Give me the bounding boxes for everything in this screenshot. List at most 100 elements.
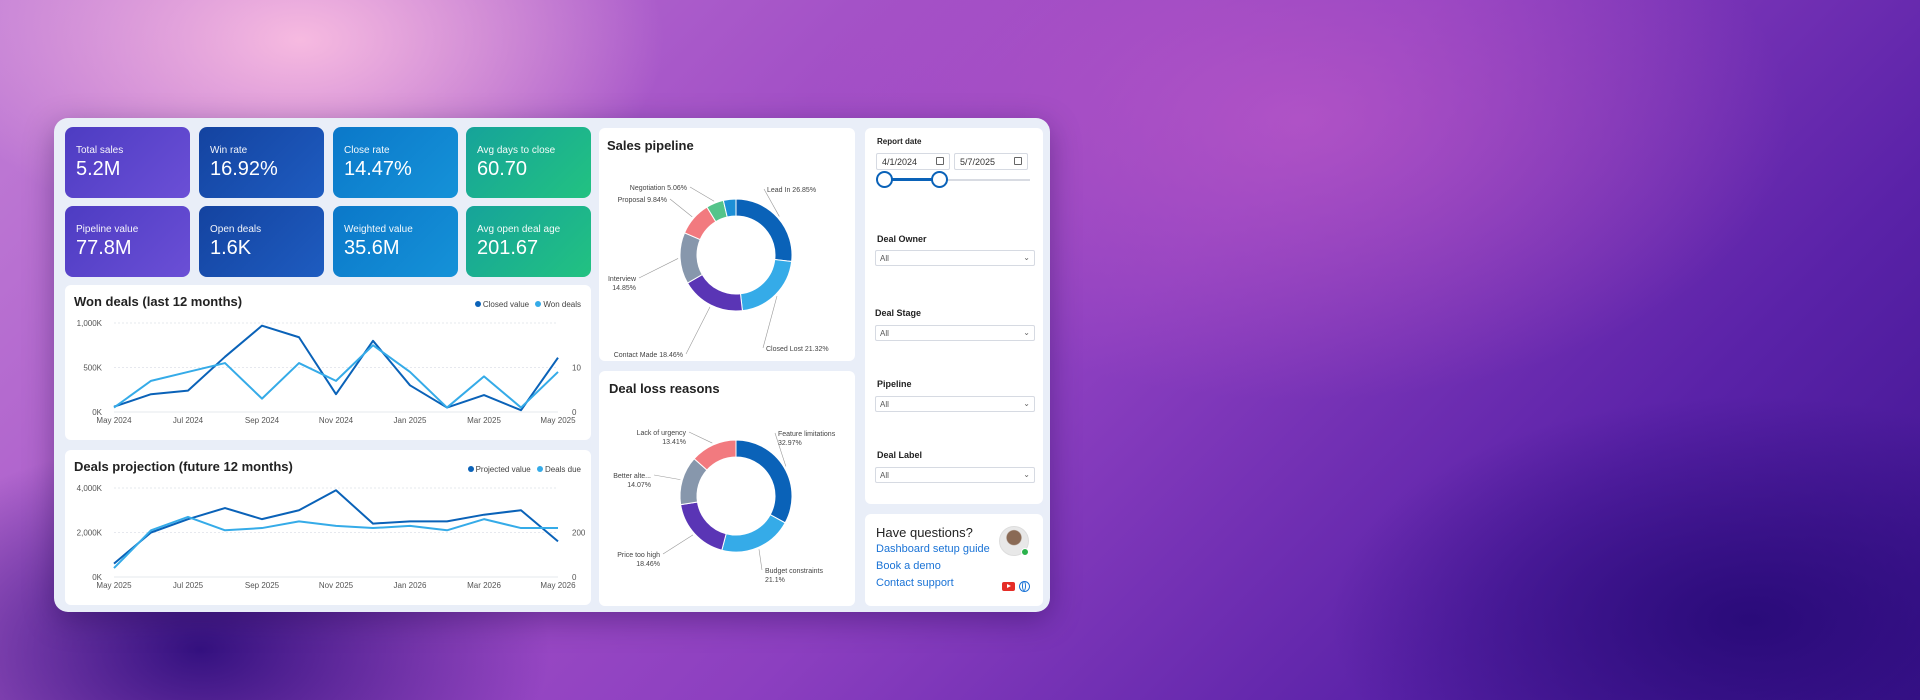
globe-icon[interactable] bbox=[1019, 581, 1030, 592]
slice-label: Feature limitations bbox=[778, 431, 836, 438]
pipeline-label: Pipeline bbox=[877, 379, 912, 389]
legend-dot-projected-value bbox=[467, 466, 474, 472]
y-tick-left: 0K bbox=[92, 573, 102, 582]
leader-line bbox=[763, 188, 780, 217]
deal-stage-select[interactable]: All ⌄ bbox=[875, 325, 1035, 341]
date-slider-track[interactable] bbox=[884, 179, 1030, 181]
x-tick: May 2024 bbox=[96, 416, 132, 425]
slice-label: Budget constraints bbox=[765, 568, 823, 575]
legend-closed-value: Closed value bbox=[482, 300, 530, 309]
sales-pipeline-chart: Lead In 26.85% Closed Lost 21.32% Contact … bbox=[608, 185, 829, 359]
kpi-avg-open-deal-age[interactable]: Avg open deal age 201.67 bbox=[466, 206, 591, 277]
deals-projection-card: Deals projection (future 12 months) Proj… bbox=[65, 450, 591, 605]
report-date-label: Report date bbox=[877, 137, 922, 146]
calendar-icon[interactable] bbox=[936, 157, 944, 165]
won-deals-chart: 0K 500K 1,000K 0 10 May 2024 Jul 2024 Sep 2024 N… bbox=[77, 319, 582, 425]
leader-line bbox=[662, 534, 694, 555]
date-slider-end-handle[interactable] bbox=[931, 171, 948, 188]
kpi-avg-days-to-close[interactable]: Avg days to close 60.70 bbox=[466, 127, 591, 198]
date-to-input[interactable]: 5/7/2025 bbox=[954, 153, 1028, 170]
deal-owner-select[interactable]: All ⌄ bbox=[875, 250, 1035, 266]
pipeline-value: All bbox=[880, 400, 889, 409]
leader-line bbox=[669, 198, 693, 218]
date-to-value: 5/7/2025 bbox=[960, 157, 996, 167]
kpi-weighted-value[interactable]: Weighted value 35.6M bbox=[333, 206, 458, 277]
contact-support-link[interactable]: Contact support bbox=[876, 577, 954, 589]
chevron-down-icon: ⌄ bbox=[1023, 399, 1030, 408]
deal-loss-card: Deal loss reasons Feature limitations 32.… bbox=[599, 371, 855, 606]
kpi-open-deals[interactable]: Open deals 1.6K bbox=[199, 206, 324, 277]
leader-line bbox=[762, 295, 778, 349]
date-from-input[interactable]: 4/1/2024 bbox=[876, 153, 950, 170]
won-deals-legend: Closed value Won deals bbox=[471, 300, 581, 309]
series-line-won-deals bbox=[113, 344, 559, 409]
slice-feature-limitations bbox=[735, 439, 793, 524]
leader-line bbox=[653, 474, 681, 480]
dashboard-frame: Total sales 5.2M Win rate 16.92% Close r… bbox=[54, 118, 1050, 612]
y-tick-left: 2,000K bbox=[77, 529, 103, 538]
pipeline-select[interactable]: All ⌄ bbox=[875, 396, 1035, 412]
x-tick: Sep 2024 bbox=[245, 416, 280, 425]
y-tick-right: 0 bbox=[572, 408, 577, 417]
kpi-label: Win rate bbox=[210, 145, 248, 156]
dashboard-setup-guide-link[interactable]: Dashboard setup guide bbox=[876, 543, 990, 555]
slice-other bbox=[722, 198, 737, 218]
kpi-close-rate[interactable]: Close rate 14.47% bbox=[333, 127, 458, 198]
kpi-label: Weighted value bbox=[344, 224, 413, 235]
x-tick: May 2025 bbox=[540, 416, 576, 425]
won-deals-card: Won deals (last 12 months) Closed value … bbox=[65, 285, 591, 440]
kpi-value: 16.92% bbox=[210, 158, 278, 180]
slice-interview bbox=[679, 232, 703, 284]
kpi-pipeline-value[interactable]: Pipeline value 77.8M bbox=[65, 206, 190, 277]
kpi-value: 201.67 bbox=[477, 237, 539, 259]
leader-line bbox=[689, 186, 715, 202]
x-tick: Nov 2024 bbox=[319, 416, 354, 425]
slice-label: Better alte... bbox=[613, 473, 651, 480]
deal-stage-value: All bbox=[880, 329, 889, 338]
legend-won-deals: Won deals bbox=[543, 300, 581, 309]
chevron-down-icon: ⌄ bbox=[1023, 253, 1030, 262]
leader-line bbox=[638, 258, 679, 279]
leader-line bbox=[685, 306, 711, 355]
slice-label: Closed Lost 21.32% bbox=[766, 346, 829, 353]
x-tick: May 2026 bbox=[540, 581, 576, 590]
y-tick-left: 1,000K bbox=[77, 319, 103, 328]
deal-loss-title: Deal loss reasons bbox=[609, 381, 720, 396]
x-tick: Jul 2025 bbox=[173, 581, 204, 590]
x-tick: Mar 2025 bbox=[467, 416, 501, 425]
slice-label: 18.46% bbox=[636, 561, 660, 568]
legend-dot-won-deals bbox=[535, 301, 542, 307]
kpi-label: Avg open deal age bbox=[477, 224, 561, 235]
sales-pipeline-title: Sales pipeline bbox=[607, 138, 694, 153]
kpi-win-rate[interactable]: Win rate 16.92% bbox=[199, 127, 324, 198]
calendar-icon[interactable] bbox=[1014, 157, 1022, 165]
kpi-value: 35.6M bbox=[344, 237, 400, 259]
y-tick-left: 0K bbox=[92, 408, 102, 417]
date-slider-start-handle[interactable] bbox=[876, 171, 893, 188]
book-a-demo-link[interactable]: Book a demo bbox=[876, 560, 941, 572]
y-tick-left: 500K bbox=[83, 364, 102, 373]
deal-label-select[interactable]: All ⌄ bbox=[875, 467, 1035, 483]
slice-price-too-high bbox=[680, 501, 727, 551]
slice-label: 14.07% bbox=[627, 482, 651, 489]
x-tick: Jan 2025 bbox=[394, 416, 427, 425]
slice-label: Interview bbox=[608, 276, 637, 283]
filters-panel: Report date 4/1/2024 5/7/2025 Deal Owner… bbox=[865, 128, 1043, 504]
legend-deals-due: Deals due bbox=[544, 465, 581, 474]
deals-projection-legend: Projected value Deals due bbox=[464, 465, 581, 474]
youtube-icon[interactable] bbox=[1002, 582, 1015, 591]
slice-label: Lack of urgency bbox=[637, 430, 687, 437]
deal-stage-label: Deal Stage bbox=[875, 308, 922, 318]
x-tick: Jan 2026 bbox=[394, 581, 427, 590]
kpi-label: Open deals bbox=[210, 224, 262, 235]
x-tick: Mar 2026 bbox=[467, 581, 501, 590]
leader-line bbox=[758, 549, 763, 571]
kpi-total-sales[interactable]: Total sales 5.2M bbox=[65, 127, 190, 198]
slice-lead-in bbox=[735, 198, 793, 263]
slice-closed-lost bbox=[739, 258, 793, 312]
slice-label: 21.1% bbox=[765, 577, 785, 584]
date-slider-range bbox=[884, 178, 939, 181]
legend-dot-deals-due bbox=[536, 466, 543, 472]
x-tick: Nov 2025 bbox=[319, 581, 354, 590]
kpi-label: Avg days to close bbox=[477, 145, 556, 156]
